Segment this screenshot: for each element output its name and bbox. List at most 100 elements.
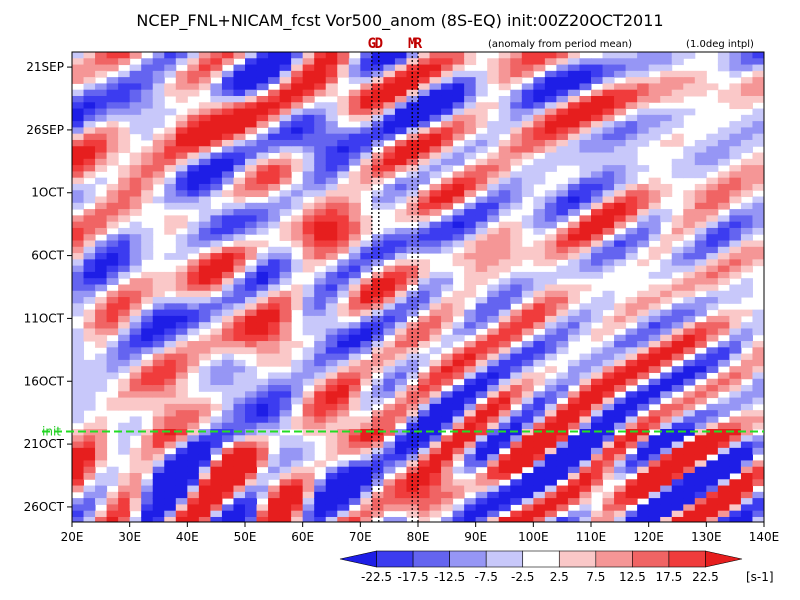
field-cell <box>752 121 764 128</box>
field-cell <box>371 498 384 505</box>
field-cell <box>648 121 661 128</box>
field-cell <box>567 372 580 380</box>
field-cell <box>452 454 465 461</box>
field-cell <box>418 127 431 135</box>
field-cell <box>348 460 361 468</box>
field-cell <box>245 139 258 147</box>
field-cell <box>441 114 454 122</box>
field-cell <box>683 447 696 455</box>
field-cell <box>464 466 477 474</box>
field-cell <box>740 441 753 449</box>
field-cell <box>348 391 361 399</box>
field-cell <box>279 466 292 474</box>
field-cell <box>198 334 211 342</box>
field-cell <box>360 246 373 254</box>
field-cell <box>625 127 638 135</box>
field-cell <box>614 64 627 72</box>
field-cell <box>406 183 419 191</box>
field-cell <box>83 152 96 160</box>
field-cell <box>625 297 638 304</box>
field-cell <box>325 196 338 204</box>
field-cell <box>556 441 569 449</box>
field-cell <box>637 83 650 91</box>
field-cell <box>314 397 327 405</box>
field-cell <box>106 479 119 487</box>
field-cell <box>106 77 119 84</box>
field-cell <box>72 95 85 103</box>
field-cell <box>729 309 742 317</box>
field-cell <box>210 108 223 116</box>
field-cell <box>348 353 361 361</box>
field-cell <box>452 347 465 355</box>
field-cell <box>337 479 350 487</box>
field-cell <box>464 378 477 386</box>
field-cell <box>152 429 165 436</box>
field-cell <box>394 146 407 154</box>
field-cell <box>279 77 292 84</box>
field-cell <box>637 190 650 198</box>
field-cell <box>83 315 96 323</box>
field-cell <box>279 334 292 342</box>
field-cell <box>175 89 188 97</box>
field-cell <box>198 77 211 84</box>
field-cell <box>418 227 431 235</box>
field-cell <box>141 121 154 128</box>
field-cell <box>279 58 292 66</box>
field-cell <box>245 121 258 128</box>
field-cell <box>683 259 696 267</box>
field-cell <box>268 460 281 468</box>
field-cell <box>291 460 304 468</box>
field-cell <box>221 510 234 518</box>
field-cell <box>510 190 523 198</box>
field-cell <box>671 139 684 147</box>
field-cell <box>221 265 234 273</box>
field-cell <box>706 378 719 386</box>
field-cell <box>268 209 281 216</box>
field-cell <box>175 466 188 474</box>
field-cell <box>591 114 604 122</box>
field-cell <box>371 416 384 424</box>
field-cell <box>452 127 465 135</box>
field-cell <box>394 322 407 329</box>
field-cell <box>521 410 534 417</box>
field-cell <box>256 353 269 361</box>
field-cell <box>394 460 407 468</box>
field-cell <box>429 429 442 436</box>
field-cell <box>360 334 373 342</box>
field-cell <box>394 290 407 298</box>
field-cell <box>233 265 246 273</box>
field-cell <box>198 447 211 455</box>
field-cell <box>325 52 338 59</box>
field-cell <box>729 372 742 380</box>
field-cell <box>302 447 315 455</box>
field-cell <box>544 447 557 455</box>
field-cell <box>371 491 384 499</box>
field-cell <box>579 253 592 260</box>
field-cell <box>637 58 650 66</box>
field-cell <box>660 454 673 461</box>
field-cell <box>441 441 454 449</box>
field-cell <box>291 378 304 386</box>
field-cell <box>348 422 361 430</box>
field-cell <box>706 246 719 254</box>
field-cell <box>579 234 592 242</box>
field-cell <box>533 341 546 348</box>
field-cell <box>129 403 142 411</box>
field-cell <box>245 510 258 518</box>
field-cell <box>556 253 569 260</box>
field-cell <box>740 366 753 373</box>
field-cell <box>464 102 477 110</box>
field-cell <box>187 152 200 160</box>
field-cell <box>406 391 419 399</box>
field-cell <box>152 77 165 84</box>
field-cell <box>729 177 742 185</box>
field-cell <box>118 472 131 480</box>
field-cell <box>729 183 742 191</box>
field-cell <box>556 403 569 411</box>
field-cell <box>683 196 696 204</box>
field-cell <box>487 64 500 72</box>
field-cell <box>475 334 488 342</box>
field-cell <box>591 435 604 443</box>
field-cell <box>118 246 131 254</box>
field-cell <box>348 190 361 198</box>
